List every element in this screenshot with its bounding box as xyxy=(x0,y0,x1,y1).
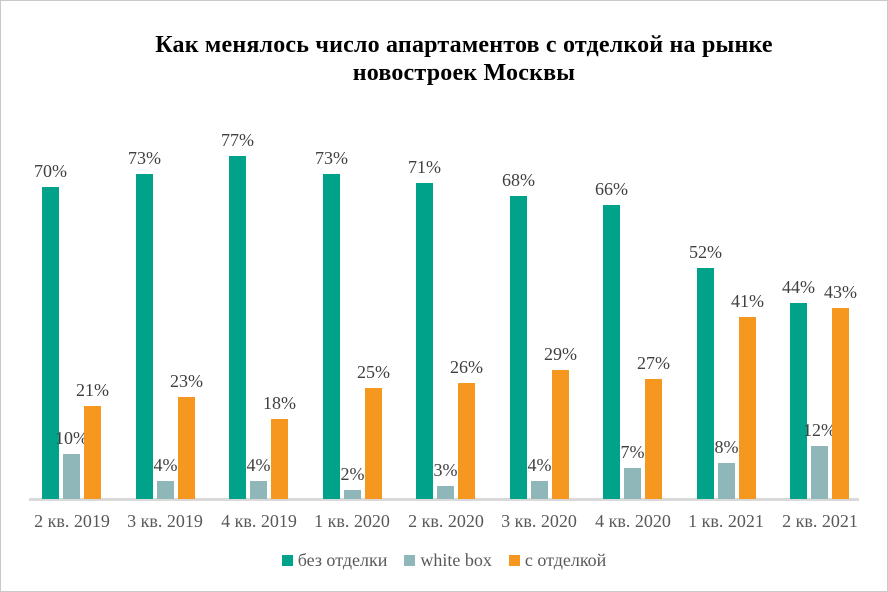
x-axis-line xyxy=(29,498,859,501)
bar-value-label-white-box: 4% xyxy=(527,455,552,475)
bar-value-label-bez-otdelki: 52% xyxy=(689,242,722,262)
bar-value-label-white-box: 3% xyxy=(433,460,458,480)
bar-bez-otdelki xyxy=(790,303,807,499)
bar-value-label-bez-otdelki: 77% xyxy=(221,130,254,150)
bar-s-otdelkoy xyxy=(645,379,662,499)
bar-value-label-s-otdelkoy: 27% xyxy=(637,353,670,373)
bar-value-label-bez-otdelki: 70% xyxy=(34,161,67,181)
bar-value-label-white-box: 10% xyxy=(55,428,88,448)
bar-value-label-bez-otdelki: 73% xyxy=(315,148,348,168)
chart-title: Как менялось число апартаментов с отделк… xyxy=(41,31,887,87)
bar-value-label-bez-otdelki: 68% xyxy=(502,170,535,190)
bar-value-label-white-box: 12% xyxy=(803,420,836,440)
bar-white-box xyxy=(157,481,174,499)
bar-value-label-s-otdelkoy: 43% xyxy=(824,282,857,302)
bar-bez-otdelki xyxy=(42,187,59,499)
legend-swatch-icon xyxy=(508,555,520,566)
legend-entry-white-box: white box xyxy=(404,550,492,571)
legend-entry-bez-otdelki: без отделки xyxy=(281,550,388,571)
bar-white-box xyxy=(718,463,735,499)
bar-bez-otdelki xyxy=(510,196,527,499)
bar-value-label-s-otdelkoy: 21% xyxy=(76,380,109,400)
bar-value-label-s-otdelkoy: 23% xyxy=(170,371,203,391)
bar-s-otdelkoy xyxy=(84,406,101,499)
bar-value-label-white-box: 4% xyxy=(153,455,178,475)
bar-bez-otdelki xyxy=(136,174,153,499)
legend-entry-s-otdelkoy: с отделкой xyxy=(508,550,607,571)
bar-white-box xyxy=(624,468,641,499)
bar-bez-otdelki xyxy=(416,183,433,499)
bar-bez-otdelki xyxy=(603,205,620,499)
bar-value-label-bez-otdelki: 44% xyxy=(782,277,815,297)
x-axis-label: 2 кв. 2020 xyxy=(408,511,484,531)
bar-white-box xyxy=(811,446,828,499)
x-axis-label: 2 кв. 2021 xyxy=(782,511,858,531)
bar-bez-otdelki xyxy=(323,174,340,499)
bar-s-otdelkoy xyxy=(271,419,288,499)
bar-s-otdelkoy xyxy=(458,383,475,499)
bar-value-label-s-otdelkoy: 18% xyxy=(263,393,296,413)
legend-label: с отделкой xyxy=(524,550,607,570)
x-axis-label: 1 кв. 2020 xyxy=(314,511,390,531)
legend-label: без отделки xyxy=(297,550,388,570)
bar-s-otdelkoy xyxy=(739,317,756,499)
bar-s-otdelkoy xyxy=(552,370,569,499)
bar-value-label-bez-otdelki: 73% xyxy=(128,148,161,168)
x-axis-label: 3 кв. 2020 xyxy=(501,511,577,531)
bar-value-label-white-box: 8% xyxy=(714,437,739,457)
x-axis-label: 4 кв. 2020 xyxy=(595,511,671,531)
bar-s-otdelkoy xyxy=(365,388,382,499)
bar-white-box xyxy=(344,490,361,499)
x-axis-label: 1 кв. 2021 xyxy=(688,511,764,531)
bar-s-otdelkoy xyxy=(832,308,849,499)
legend-swatch-icon xyxy=(404,555,416,566)
bar-value-label-s-otdelkoy: 29% xyxy=(544,344,577,364)
legend-swatch-icon xyxy=(281,555,293,566)
bar-value-label-s-otdelkoy: 26% xyxy=(450,357,483,377)
bar-bez-otdelki xyxy=(229,156,246,499)
bar-value-label-white-box: 7% xyxy=(620,442,645,462)
x-axis-label: 3 кв. 2019 xyxy=(127,511,203,531)
chart-title-line-1: Как менялось число апартаментов с отделк… xyxy=(155,32,773,58)
bar-value-label-bez-otdelki: 66% xyxy=(595,179,628,199)
bar-value-label-s-otdelkoy: 41% xyxy=(731,291,764,311)
bar-value-label-white-box: 2% xyxy=(340,464,365,484)
bar-value-label-white-box: 4% xyxy=(246,455,271,475)
bar-white-box xyxy=(63,454,80,499)
bar-s-otdelkoy xyxy=(178,397,195,499)
x-axis-label: 2 кв. 2019 xyxy=(34,511,110,531)
legend-label: white box xyxy=(420,550,492,570)
bar-bez-otdelki xyxy=(697,268,714,499)
legend: без отделки white box с отделкой xyxy=(1,550,887,571)
bar-white-box xyxy=(250,481,267,499)
bar-white-box xyxy=(531,481,548,499)
chart-title-line-2: новостроек Москвы xyxy=(352,60,576,86)
bar-value-label-s-otdelkoy: 25% xyxy=(357,362,390,382)
x-axis-label: 4 кв. 2019 xyxy=(221,511,297,531)
bar-value-label-bez-otdelki: 71% xyxy=(408,157,441,177)
bar-white-box xyxy=(437,486,454,499)
